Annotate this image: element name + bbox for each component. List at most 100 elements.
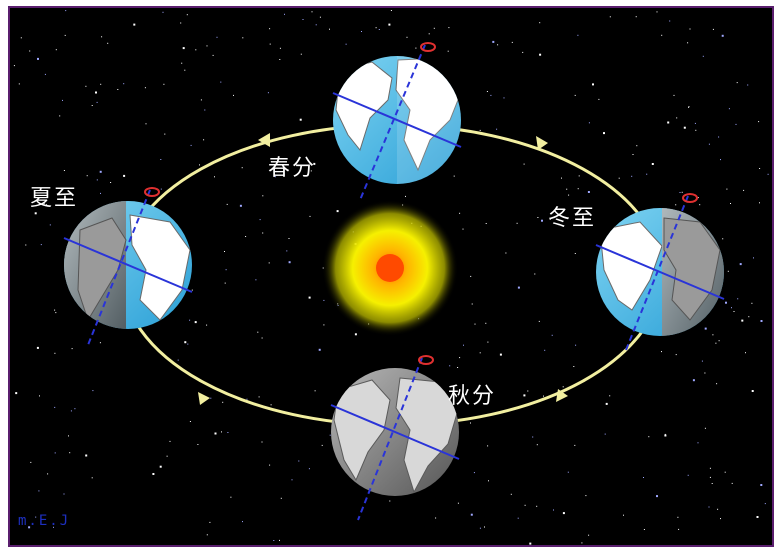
label-autumn-equinox: 秋分 xyxy=(448,384,497,409)
star xyxy=(406,36,408,38)
star xyxy=(212,54,214,56)
star xyxy=(239,204,242,207)
star xyxy=(760,484,763,486)
star xyxy=(101,36,103,38)
star xyxy=(457,367,459,368)
axis-line xyxy=(357,357,423,521)
star xyxy=(241,167,243,169)
star xyxy=(55,312,57,314)
star xyxy=(36,346,39,349)
star xyxy=(91,105,93,106)
star xyxy=(516,222,518,224)
star xyxy=(536,505,538,507)
star xyxy=(722,238,724,240)
star xyxy=(726,188,728,190)
star xyxy=(298,460,300,462)
star xyxy=(747,84,749,86)
star xyxy=(308,468,310,470)
star xyxy=(675,204,677,206)
star xyxy=(724,471,726,473)
star xyxy=(716,383,718,385)
star xyxy=(479,527,481,529)
star xyxy=(447,50,449,52)
star xyxy=(71,348,73,350)
credit-text: m.E.J xyxy=(18,513,71,529)
star xyxy=(534,273,536,275)
star xyxy=(189,421,191,422)
star xyxy=(486,91,488,92)
star xyxy=(145,123,147,125)
star xyxy=(91,477,93,479)
star xyxy=(85,85,87,87)
star xyxy=(270,161,272,163)
star xyxy=(310,170,312,172)
star xyxy=(697,442,699,444)
star xyxy=(286,250,288,252)
star xyxy=(354,333,357,336)
star xyxy=(751,302,753,304)
star xyxy=(177,359,179,361)
star xyxy=(462,228,464,230)
star xyxy=(182,47,185,50)
star xyxy=(636,145,638,147)
star xyxy=(189,319,191,321)
star xyxy=(577,188,579,190)
star xyxy=(35,516,37,518)
star xyxy=(539,53,542,56)
star xyxy=(206,324,208,326)
star xyxy=(110,182,112,183)
star xyxy=(562,386,564,388)
star xyxy=(194,321,197,324)
star xyxy=(743,189,745,191)
star xyxy=(704,427,706,429)
sun-icon xyxy=(322,200,458,336)
star xyxy=(159,465,162,468)
star xyxy=(95,91,97,94)
star xyxy=(604,433,606,435)
star xyxy=(107,42,109,44)
star xyxy=(72,199,73,201)
star xyxy=(683,126,686,129)
star xyxy=(457,502,459,504)
star xyxy=(725,301,727,304)
star xyxy=(123,83,125,85)
star xyxy=(609,395,611,397)
star xyxy=(759,202,760,204)
star xyxy=(70,410,72,412)
star xyxy=(225,269,227,271)
star xyxy=(54,452,56,454)
star xyxy=(677,516,679,518)
star xyxy=(69,452,71,454)
star xyxy=(63,493,65,495)
star xyxy=(737,298,739,300)
star xyxy=(510,493,512,495)
star xyxy=(180,22,182,24)
star xyxy=(279,59,281,60)
star xyxy=(709,467,711,469)
star xyxy=(30,461,32,463)
star xyxy=(541,219,543,222)
star xyxy=(701,360,703,362)
star xyxy=(54,406,56,408)
star xyxy=(669,20,671,22)
star xyxy=(688,106,690,108)
star xyxy=(92,390,94,392)
star xyxy=(499,353,502,356)
star xyxy=(568,194,570,196)
star xyxy=(261,441,263,443)
star xyxy=(25,244,27,246)
star xyxy=(574,253,576,254)
star xyxy=(490,94,492,96)
star xyxy=(47,473,49,475)
star xyxy=(709,476,711,478)
star xyxy=(13,65,15,67)
star xyxy=(511,41,513,43)
star xyxy=(242,37,244,39)
star xyxy=(760,320,763,322)
star xyxy=(718,340,720,342)
star xyxy=(319,16,321,18)
star xyxy=(529,542,532,545)
rotation-arrow-icon xyxy=(682,193,698,203)
